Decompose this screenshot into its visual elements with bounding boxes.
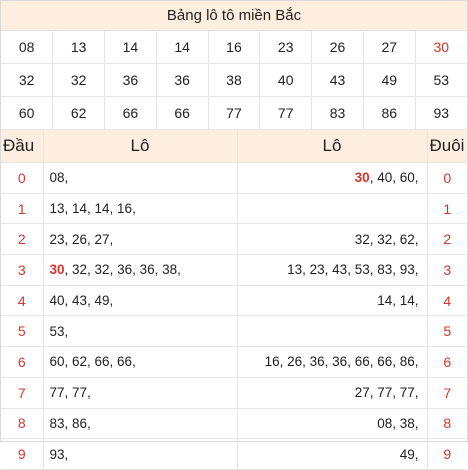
number-cell: 23	[259, 31, 313, 64]
tail-digit: 6	[427, 346, 467, 378]
table-row: 9 93, 49, 9	[1, 438, 467, 470]
lo-left-cell: 77, 77,	[43, 377, 238, 409]
header-lo-right: Lô	[237, 130, 428, 163]
lo-left-cell: 93,	[43, 438, 238, 470]
highlight-number: 30	[49, 262, 65, 278]
number-cell: 77	[208, 96, 261, 130]
number-row: 08 13 14 14 16 23 26 27 30	[1, 31, 467, 64]
lo-left-cell: 08,	[43, 162, 238, 194]
tail-digit: 7	[427, 377, 467, 409]
lo-right-cell	[237, 193, 428, 225]
table-row: 7 77, 77, 27, 77, 77, 7	[1, 377, 467, 409]
head-digit: 5	[1, 315, 44, 348]
lo-left-cell: 40, 43, 49,	[43, 285, 238, 317]
head-digit: 3	[1, 254, 44, 286]
number-cell: 14	[156, 31, 209, 64]
head-digit: 0	[1, 162, 44, 194]
head-digit: 9	[1, 438, 44, 470]
tail-digit: 1	[427, 193, 467, 225]
number-cell: 53	[415, 63, 467, 97]
table-row: 5 53, 5	[1, 315, 467, 348]
number-cell: 66	[156, 96, 209, 130]
number-cell: 27	[363, 31, 416, 64]
lo-left-cell: 13, 14, 14, 16,	[43, 193, 238, 225]
head-digit: 1	[1, 193, 44, 225]
lo-right-cell	[237, 315, 428, 348]
number-cell: 40	[259, 63, 313, 97]
head-digit: 6	[1, 346, 44, 378]
number-cell: 38	[208, 63, 261, 97]
number-cell: 08	[1, 31, 54, 64]
lo-left-cell: 23, 26, 27,	[43, 223, 238, 256]
lo-right-cell: 30, 40, 60,	[237, 162, 428, 194]
table-row: 8 83, 86, 08, 38, 8	[1, 408, 467, 440]
number-row: 32 32 36 36 38 40 43 49 53	[1, 63, 467, 97]
tail-digit: 5	[427, 315, 467, 348]
table-row: 3 30, 32, 32, 36, 36, 38, 13, 23, 43, 53, …	[1, 254, 467, 286]
table-row: 6 60, 62, 66, 66, 16, 26, 36, 36, 66, 66, …	[1, 346, 467, 378]
number-cell: 77	[259, 96, 313, 130]
head-digit: 4	[1, 285, 44, 317]
lo-right-cell: 13, 23, 43, 53, 83, 93,	[237, 254, 428, 286]
head-digit: 2	[1, 223, 44, 256]
lo-left-cell: 60, 62, 66, 66,	[43, 346, 238, 378]
number-cell: 36	[104, 63, 157, 97]
number-cell: 66	[104, 96, 157, 130]
tail-digit: 3	[427, 254, 467, 286]
lo-right-cell: 27, 77, 77,	[237, 377, 428, 409]
table-row: 0 08, 30, 40, 60, 0	[1, 162, 467, 194]
head-tail-table: Đầu Lô Lô Đuôi 0 08, 30, 40, 60, 0 1 13, 14, …	[1, 130, 467, 470]
lo-right-cell: 32, 32, 62,	[237, 223, 428, 256]
number-cell: 32	[1, 63, 54, 97]
number-cell: 32	[52, 63, 106, 97]
table-row: 2 23, 26, 27, 32, 32, 62, 2	[1, 223, 467, 256]
header-duoi: Đuôi	[427, 130, 467, 163]
number-cell: 83	[311, 96, 364, 130]
lo-right-cell: 49,	[237, 438, 428, 470]
highlight-number: 30	[354, 170, 370, 186]
tail-digit: 0	[427, 162, 467, 194]
tail-digit: 8	[427, 408, 467, 440]
number-cell: 93	[415, 96, 467, 130]
table-row: 1 13, 14, 14, 16, 1	[1, 193, 467, 225]
number-cell: 14	[104, 31, 157, 64]
number-grid: 08 13 14 14 16 23 26 27 30 32 32 36 36 38 40 43 49 53 60 62…	[1, 31, 467, 130]
tail-digit: 4	[427, 285, 467, 317]
lo-right-cell: 16, 26, 36, 36, 66, 66, 86,	[237, 346, 428, 378]
header-lo-left: Lô	[43, 130, 238, 163]
number-cell: 49	[363, 63, 416, 97]
head-digit: 7	[1, 377, 44, 409]
number-cell: 60	[1, 96, 54, 130]
lo-left-cell: 83, 86,	[43, 408, 238, 440]
tail-digit: 9	[427, 438, 467, 470]
lo-right-cell: 14, 14,	[237, 285, 428, 317]
table-title: Bảng lô tô miền Bắc	[1, 1, 467, 31]
number-cell: 43	[311, 63, 364, 97]
number-cell: 86	[363, 96, 416, 130]
lo-left-cell: 30, 32, 32, 36, 36, 38,	[43, 254, 238, 286]
head-digit: 8	[1, 408, 44, 440]
header-dau: Đầu	[1, 130, 44, 163]
tail-digit: 2	[427, 223, 467, 256]
number-cell: 36	[156, 63, 209, 97]
lo-left-cell: 53,	[43, 315, 238, 348]
number-cell: 26	[311, 31, 364, 64]
number-cell: 16	[208, 31, 261, 64]
number-cell: 62	[52, 96, 106, 130]
number-cell: 13	[52, 31, 106, 64]
number-cell: 30	[415, 31, 467, 64]
number-row: 60 62 66 66 77 77 83 86 93	[1, 96, 467, 130]
lo-right-cell: 08, 38,	[237, 408, 428, 440]
table-row: 4 40, 43, 49, 14, 14, 4	[1, 285, 467, 317]
